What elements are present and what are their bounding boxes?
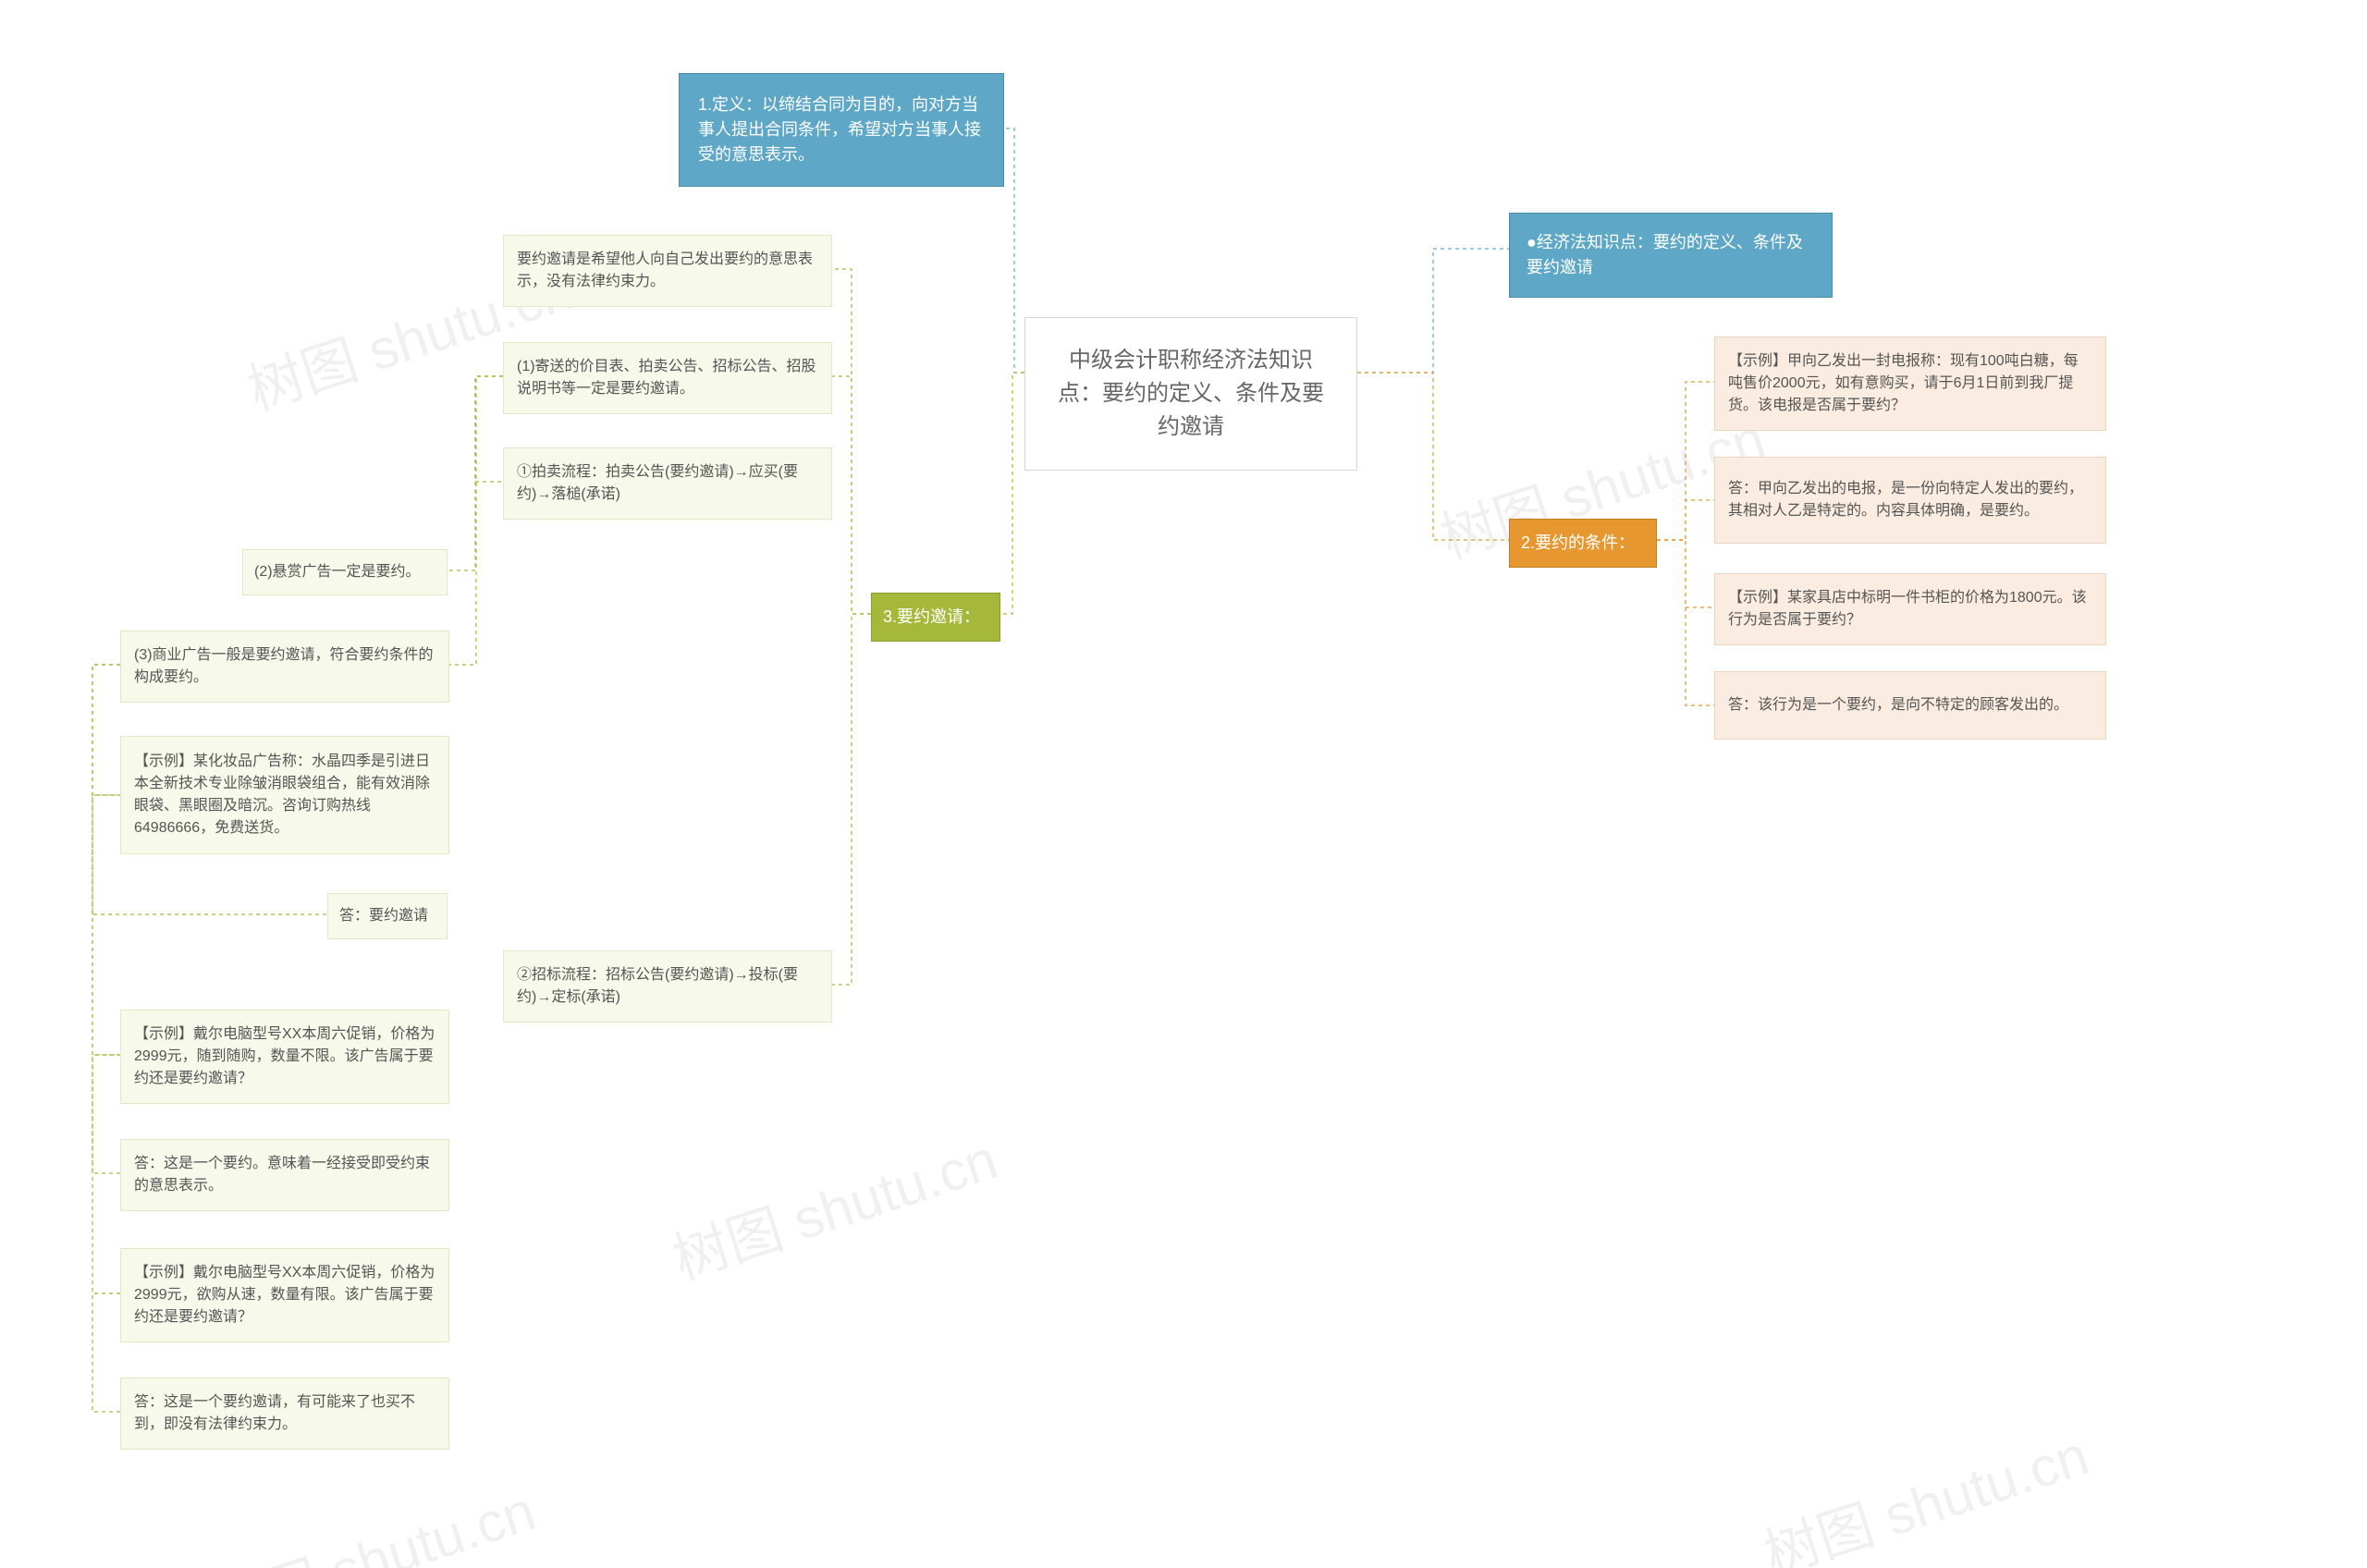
leaf-node[interactable]: 【示例】甲向乙发出一封电报称：现有100吨白糖，每吨售价2000元，如有意购买，… (1714, 337, 2106, 431)
leaf-node[interactable]: 【示例】戴尔电脑型号XX本周六促销，价格为2999元，欲购从速，数量有限。该广告… (120, 1248, 449, 1342)
leaf-node[interactable]: (2)悬赏广告一定是要约。 (242, 549, 448, 595)
branch-definition[interactable]: 1.定义：以缔结合同为目的，向对方当事人提出合同条件，希望对方当事人接受的意思表… (679, 73, 1004, 187)
leaf-node[interactable]: 答：这是一个要约邀请，有可能来了也买不到，即没有法律约束力。 (120, 1378, 449, 1450)
branch-knowledge[interactable]: ●经济法知识点：要约的定义、条件及要约邀请 (1509, 213, 1833, 298)
watermark: 树图 shutu.cn (199, 1466, 544, 1568)
leaf-node[interactable]: 答：要约邀请 (327, 893, 448, 939)
leaf-node[interactable]: 答：这是一个要约。意味着一经接受即受约束的意思表示。 (120, 1139, 449, 1211)
leaf-node[interactable]: 【示例】戴尔电脑型号XX本周六促销，价格为2999元，随到随购，数量不限。该广告… (120, 1010, 449, 1104)
branch-invitation[interactable]: 3.要约邀请： (871, 593, 1000, 642)
leaf-node[interactable]: 【示例】某家具店中标明一件书柜的价格为1800元。该行为是否属于要约？ (1714, 573, 2106, 645)
leaf-node[interactable]: ②招标流程：招标公告(要约邀请)→投标(要约)→定标(承诺) (503, 950, 832, 1023)
leaf-node[interactable]: 要约邀请是希望他人向自己发出要约的意思表示，没有法律约束力。 (503, 235, 832, 307)
leaf-node[interactable]: (1)寄送的价目表、拍卖公告、招标公告、招股说明书等一定是要约邀请。 (503, 342, 832, 414)
root-node[interactable]: 中级会计职称经济法知识点：要约的定义、条件及要约邀请 (1024, 317, 1357, 471)
watermark: 树图 shutu.cn (661, 1115, 1006, 1295)
leaf-node[interactable]: 答：甲向乙发出的电报，是一份向特定人发出的要约，其相对人乙是特定的。内容具体明确… (1714, 457, 2106, 544)
branch-conditions[interactable]: 2.要约的条件： (1509, 519, 1657, 568)
leaf-node[interactable]: 【示例】某化妆品广告称：水晶四季是引进日本全新技术专业除皱消眼袋组合，能有效消除… (120, 736, 449, 854)
leaf-node[interactable]: 答：该行为是一个要约，是向不特定的顾客发出的。 (1714, 671, 2106, 740)
leaf-node[interactable]: ①拍卖流程：拍卖公告(要约邀请)→应买(要约)→落槌(承诺) (503, 447, 832, 520)
leaf-node[interactable]: (3)商业广告一般是要约邀请，符合要约条件的构成要约。 (120, 631, 449, 703)
watermark: 树图 shutu.cn (1752, 1411, 2097, 1568)
